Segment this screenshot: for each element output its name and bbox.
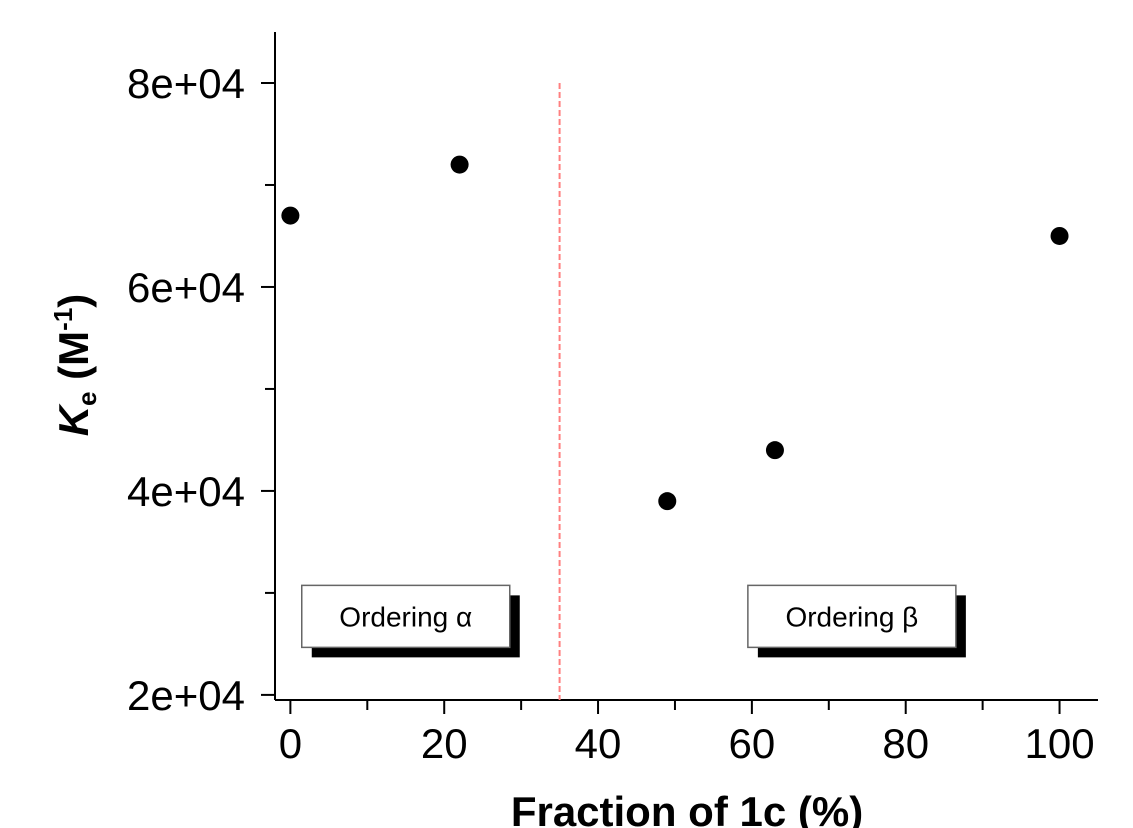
y-axis-title-main: K [50,403,97,436]
y-axis-title-unit-open: (M [50,331,97,392]
points-layer [281,155,1069,511]
x-tick-label: 60 [729,720,776,767]
annotation-frame [301,584,511,649]
y-tick-label: 6e+04 [127,264,245,311]
x-tick-label: 80 [882,720,929,767]
x-tick-label: 20 [421,720,468,767]
annotation-box: Ordering β [747,584,966,658]
y-tick-label: 4e+04 [127,468,245,515]
data-point [765,441,784,460]
y-axis-title-sub: e [72,391,102,405]
annotation-frame [747,584,957,649]
data-point [450,155,469,174]
y-axis-title: Ke (M-1) [48,294,102,437]
y-axis-title-unit-close: ) [50,294,97,308]
x-axis-title: Fraction of 1c (%) [511,788,863,828]
annotation-layer: Ordering α Ordering β [301,584,966,658]
x-tick-label: 0 [279,720,302,767]
y-tick-label: 8e+04 [127,60,245,107]
x-tick-label: 100 [1025,720,1095,767]
data-point [658,492,677,511]
data-point [281,206,300,225]
y-tick-label: 2e+04 [127,672,245,719]
y-axis-title-unit-sup: -1 [48,308,78,331]
x-tick-label: 40 [575,720,622,767]
annotation-label: Ordering α [339,601,472,632]
data-point [1050,226,1069,245]
annotation-label: Ordering β [785,601,918,632]
annotation-box: Ordering α [301,584,520,658]
axes: 0 20 40 60 80 100 2e+04 4e+04 6e+04 8e+04 [127,32,1098,767]
svg-text:Ke (M-1): Ke (M-1) [48,294,102,437]
